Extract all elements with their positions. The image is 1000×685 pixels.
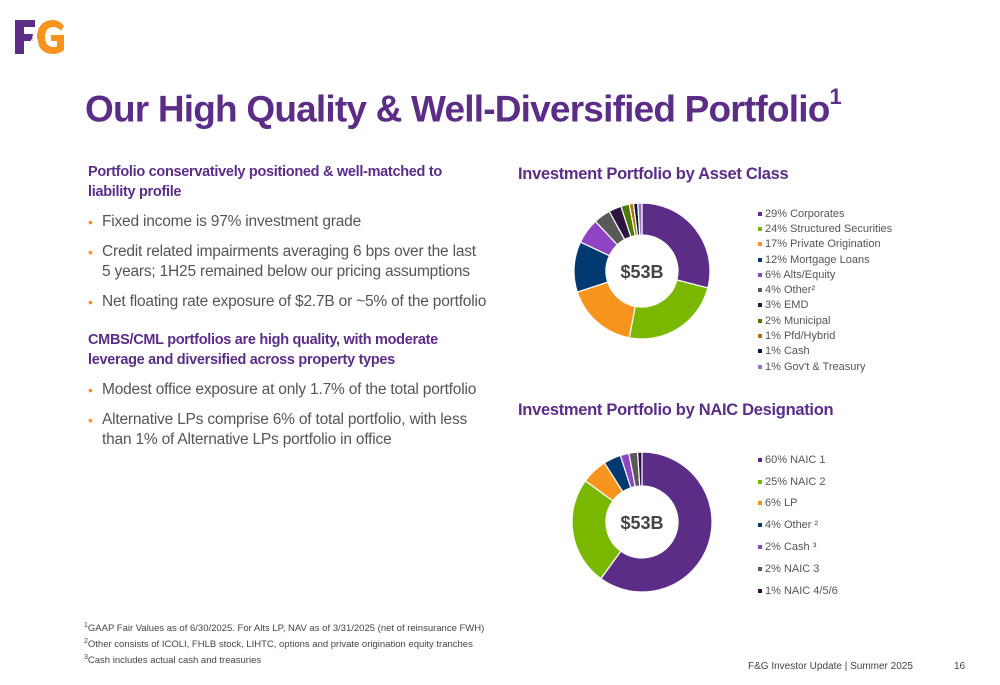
legend-label: 1% Cash — [765, 345, 810, 358]
legend-item: 12% Mortgage Loans — [758, 252, 892, 267]
legend-swatch — [758, 588, 762, 593]
legend-swatch — [758, 242, 762, 247]
section2-bullets: Modest office exposure at only 1.7% of t… — [88, 380, 488, 450]
bullet: Modest office exposure at only 1.7% of t… — [88, 380, 488, 400]
legend-label: 1% Gov't & Treasury — [765, 360, 866, 373]
chart1-title: Investment Portfolio by Asset Class — [518, 165, 789, 183]
legend-item: 6% LP — [758, 493, 838, 515]
legend-item: 4% Other² — [758, 282, 892, 297]
bullet: Credit related impairments averaging 6 b… — [88, 242, 488, 282]
fg-logo: & — [13, 14, 65, 58]
asset-class-donut-chart: $53B — [573, 202, 711, 340]
naic-legend: 60% NAIC 1 25% NAIC 2 6% LP 4% Other ² 2% Ca… — [758, 449, 838, 602]
footnote-3: 3Cash includes actual cash and treasurie… — [84, 654, 262, 667]
legend-label: 2% NAIC 3 — [765, 562, 820, 575]
legend-item: 1% Gov't & Treasury — [758, 359, 892, 374]
pie-slice — [576, 281, 636, 339]
donut-center-label: $53B — [620, 262, 663, 282]
legend-label: 6% LP — [765, 497, 798, 510]
legend-swatch — [758, 545, 762, 550]
legend-label: 3% EMD — [765, 299, 809, 312]
legend-label: 29% Corporates — [765, 207, 845, 220]
svg-text:&: & — [30, 32, 39, 47]
section2-heading: CMBS/CML portfolios are high quality, wi… — [88, 332, 438, 368]
legend-label: 6% Alts/Equity — [765, 268, 836, 281]
bullet: Net floating rate exposure of $2.7B or ~… — [88, 292, 488, 312]
legend-item: 1% Pfd/Hybrid — [758, 328, 892, 343]
legend-item: 1% Cash — [758, 344, 892, 359]
legend-item: 24% Structured Securities — [758, 221, 892, 236]
donut-center-label: $53B — [620, 513, 663, 533]
legend-item: 3% EMD — [758, 298, 892, 313]
legend-swatch — [758, 211, 762, 216]
pie-slice — [628, 279, 709, 340]
asset-class-legend: 29% Corporates 24% Structured Securities 1… — [758, 206, 892, 374]
chart2-title: Investment Portfolio by NAIC Designation — [518, 401, 834, 419]
footer-text: F&G Investor Update | Summer 2025 — [748, 661, 913, 672]
legend-swatch — [758, 457, 762, 462]
legend-item: 60% NAIC 1 — [758, 449, 838, 471]
legend-swatch — [758, 288, 762, 293]
legend-swatch — [758, 364, 762, 369]
legend-label: 12% Mortgage Loans — [765, 253, 870, 266]
legend-label: 1% NAIC 4/5/6 — [765, 584, 838, 597]
left-column: Portfolio conservatively positioned & we… — [88, 162, 488, 460]
page-title: Our High Quality & Well-Diversified Port… — [85, 84, 842, 130]
legend-item: 17% Private Origination — [758, 237, 892, 252]
naic-donut-chart: $53B — [572, 451, 712, 593]
legend-item: 6% Alts/Equity — [758, 267, 892, 282]
legend-label: 2% Municipal — [765, 314, 831, 327]
pie-slice — [637, 202, 643, 236]
legend-swatch — [758, 257, 762, 262]
page-number: 16 — [954, 661, 966, 672]
bullet: Alternative LPs comprise 6% of total por… — [88, 410, 488, 450]
legend-swatch — [758, 523, 762, 528]
legend-label: 2% Cash ³ — [765, 541, 817, 554]
pie-slice — [636, 451, 643, 487]
legend-item: 1% NAIC 4/5/6 — [758, 580, 838, 602]
legend-swatch — [758, 303, 762, 308]
section1-bullets: Fixed income is 97% investment grade Cre… — [88, 212, 488, 312]
legend-swatch — [758, 272, 762, 277]
legend-label: 4% Other ² — [765, 519, 819, 532]
legend-swatch — [758, 479, 762, 484]
legend-swatch — [758, 226, 762, 231]
legend-item: 4% Other ² — [758, 514, 838, 536]
pie-slice — [641, 202, 711, 289]
footnote-2: 2Other consists of ICOLI, FHLB stock, LI… — [84, 638, 473, 651]
legend-swatch — [758, 318, 762, 323]
footnotes: 1GAAP Fair Values as of 6/30/2025. For A… — [84, 619, 484, 667]
legend-item: 2% NAIC 3 — [758, 558, 838, 580]
bullet: Fixed income is 97% investment grade — [88, 212, 488, 232]
legend-swatch — [758, 501, 762, 506]
legend-swatch — [758, 566, 762, 571]
legend-label: 60% NAIC 1 — [765, 453, 826, 466]
legend-swatch — [758, 349, 762, 354]
legend-item: 25% NAIC 2 — [758, 471, 838, 493]
footnote-1: 1GAAP Fair Values as of 6/30/2025. For A… — [84, 622, 485, 635]
legend-item: 2% Cash ³ — [758, 536, 838, 558]
section1-heading: Portfolio conservatively positioned & we… — [88, 164, 442, 200]
legend-label: 25% NAIC 2 — [765, 475, 826, 488]
pie-slice — [600, 451, 712, 593]
legend-label: 17% Private Origination — [765, 238, 881, 251]
legend-swatch — [758, 334, 762, 339]
legend-label: 1% Pfd/Hybrid — [765, 330, 836, 343]
legend-item: 2% Municipal — [758, 313, 892, 328]
legend-label: 24% Structured Securities — [765, 222, 893, 235]
legend-label: 4% Other² — [765, 284, 816, 297]
legend-item: 29% Corporates — [758, 206, 892, 221]
